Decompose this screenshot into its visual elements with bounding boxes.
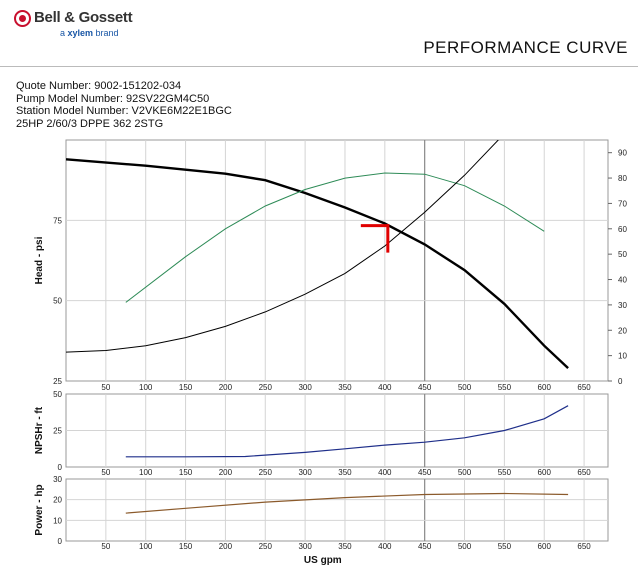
brand-name: Bell & Gossett: [34, 9, 133, 26]
x-tick-label: 150: [179, 468, 193, 477]
x-tick-label: 550: [498, 468, 512, 477]
y-axis-label: Power - hp: [34, 484, 45, 535]
x-tick-label: 250: [259, 468, 273, 477]
x-tick-label: 100: [139, 542, 153, 551]
y2-tick-label: 40: [618, 276, 627, 285]
x-tick-label: 600: [538, 468, 552, 477]
y-tick-label: 0: [58, 537, 63, 546]
y2-tick-label: 30: [618, 301, 627, 310]
x-tick-label: 50: [101, 383, 110, 392]
power-curve: [125, 492, 569, 514]
y-tick-label: 50: [53, 297, 62, 306]
x-tick-label: 600: [538, 542, 552, 551]
y-tick-label: 20: [53, 496, 62, 505]
x-tick-label: 350: [338, 468, 352, 477]
x-tick-label: 400: [378, 468, 392, 477]
page-title: PERFORMANCE CURVE: [423, 38, 628, 57]
x-tick-label: 100: [139, 468, 153, 477]
x-tick-label: 150: [179, 383, 193, 392]
x-tick-label: 650: [577, 468, 591, 477]
npshr-curve: [125, 405, 569, 458]
y-axis-label: Head - psi: [34, 236, 45, 284]
x-tick-label: 450: [418, 542, 432, 551]
pump-info: Quote Number: 9002-151202-034 Pump Model…: [16, 80, 232, 130]
x-tick-label: 250: [259, 542, 273, 551]
y-tick-label: 25: [53, 427, 62, 436]
y-tick-label: 10: [53, 516, 62, 525]
x-tick-label: 550: [498, 383, 512, 392]
x-tick-label: 550: [498, 542, 512, 551]
y2-tick-label: 80: [618, 174, 627, 183]
x-tick-label: 650: [577, 542, 591, 551]
x-tick-label: 600: [538, 383, 552, 392]
y2-tick-label: 60: [618, 225, 627, 234]
x-tick-label: 150: [179, 542, 193, 551]
y2-tick-label: 50: [618, 250, 627, 259]
header-divider: [0, 66, 638, 67]
efficiency-curve: [125, 172, 545, 303]
plot-frame: [65, 478, 609, 542]
x-tick-label: 200: [219, 468, 233, 477]
x-tick-label: 500: [458, 468, 472, 477]
brand-logo-icon: [14, 10, 31, 27]
x-tick-label: 250: [259, 383, 273, 392]
y-tick-label: 0: [58, 463, 63, 472]
x-tick-label: 500: [458, 542, 472, 551]
x-tick-label: 300: [298, 468, 312, 477]
quote-number: Quote Number: 9002-151202-034: [16, 80, 182, 92]
head-curve: [66, 158, 569, 369]
x-tick-label: 300: [298, 383, 312, 392]
y2-tick-label: 70: [618, 199, 627, 208]
x-tick-label: 100: [139, 383, 153, 392]
x-tick-label: 50: [101, 468, 110, 477]
x-tick-label: 400: [378, 383, 392, 392]
y2-tick-label: 0: [618, 377, 623, 386]
system-curve: [66, 140, 499, 353]
x-tick-label: 200: [219, 383, 233, 392]
x-tick-label: 200: [219, 542, 233, 551]
x-tick-label: 300: [298, 542, 312, 551]
y2-tick-label: 20: [618, 326, 627, 335]
pump-description: 25HP 2/60/3 DPPE 362 2STG: [16, 117, 164, 130]
y-axis-label: NPSHr - ft: [34, 406, 45, 454]
x-tick-label: 450: [418, 468, 432, 477]
plot-frame: [65, 139, 609, 382]
x-tick-label: 650: [577, 383, 591, 392]
y-tick-label: 50: [53, 390, 62, 399]
y-tick-label: 25: [53, 377, 62, 386]
y-tick-label: 75: [53, 216, 62, 225]
y2-tick-label: 10: [618, 352, 627, 361]
x-tick-label: 450: [418, 383, 432, 392]
x-tick-label: 350: [338, 383, 352, 392]
x-tick-label: 50: [101, 542, 110, 551]
station-model-number: Station Model Number: V2VKE6M22E1BGC: [16, 105, 232, 117]
x-axis-label: US gpm: [304, 555, 342, 566]
y2-tick-label: 90: [618, 149, 627, 158]
brand-tagline: a xylem brand: [60, 28, 119, 38]
pump-model-number: Pump Model Number: 92SV22GM4C50: [16, 92, 210, 105]
y-tick-label: 30: [53, 475, 62, 484]
x-tick-label: 350: [338, 542, 352, 551]
x-tick-label: 500: [458, 383, 472, 392]
operating-point-marker: [360, 224, 390, 253]
x-tick-label: 400: [378, 542, 392, 551]
